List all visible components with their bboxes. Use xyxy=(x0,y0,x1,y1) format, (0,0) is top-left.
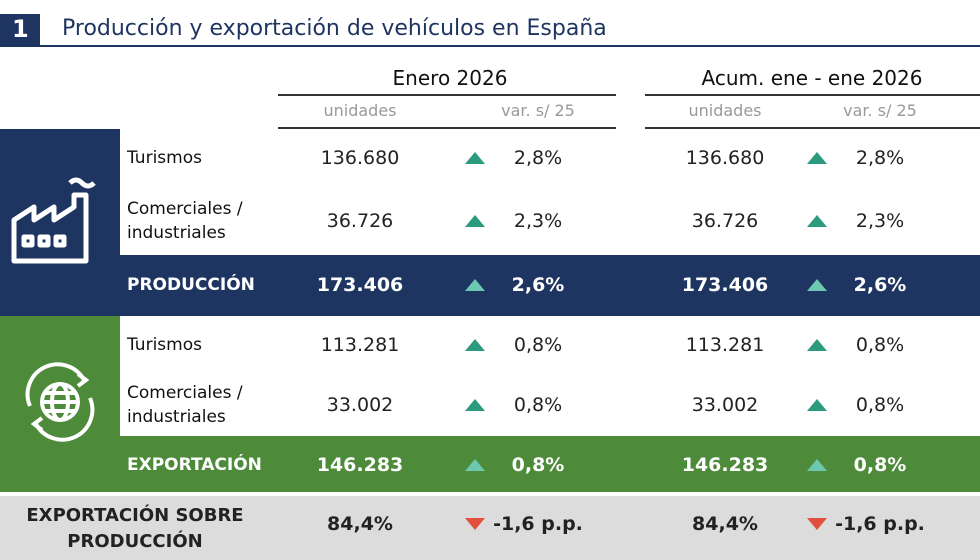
sub-rule xyxy=(278,127,616,129)
units: 33.002 xyxy=(326,394,394,416)
sub-rule xyxy=(645,127,980,129)
arrow-up xyxy=(807,339,827,351)
arrow-up xyxy=(465,152,485,164)
variation: 0,8% xyxy=(855,334,905,356)
units: 113.281 xyxy=(320,334,400,356)
column-group: Enero 2026 xyxy=(392,66,508,90)
arrow-up xyxy=(807,152,827,164)
arrow-up xyxy=(807,399,827,411)
units: 36.726 xyxy=(326,210,394,232)
variation: 0,8% xyxy=(513,334,563,356)
variation: 0,8% xyxy=(853,454,907,476)
units: 146.283 xyxy=(316,454,404,476)
section-number: 1 xyxy=(12,15,29,43)
arrow-up xyxy=(465,279,485,291)
column-subheader: var. s/ 25 xyxy=(843,101,917,120)
units: 146.283 xyxy=(681,454,769,476)
column-group: Acum. ene - ene 2026 xyxy=(701,66,923,90)
factory-icon xyxy=(11,177,96,264)
column-subheader: var. s/ 25 xyxy=(501,101,575,120)
variation: 2,3% xyxy=(855,210,905,232)
total-label: EXPORTACIÓN xyxy=(127,455,262,475)
variation: 2,3% xyxy=(513,210,563,232)
number-box xyxy=(0,14,40,46)
arrow-up xyxy=(465,339,485,351)
group-rule xyxy=(278,94,616,96)
variation: 2,8% xyxy=(855,147,905,169)
globe-icon xyxy=(25,362,95,442)
total-label: PRODUCCIÓN xyxy=(127,275,255,295)
units: 84,4% xyxy=(692,513,758,535)
units: 36.726 xyxy=(691,210,759,232)
arrow-up xyxy=(807,215,827,227)
header-rule xyxy=(0,45,980,47)
column-subheader: unidades xyxy=(688,101,762,120)
units: 33.002 xyxy=(691,394,759,416)
arrow-down xyxy=(807,518,827,530)
units: 136.680 xyxy=(320,147,400,169)
group-rule xyxy=(645,94,980,96)
variation: 0,8% xyxy=(511,454,565,476)
units: 84,4% xyxy=(327,513,393,535)
row-label: Comerciales / industriales xyxy=(127,383,243,427)
variation: 2,6% xyxy=(511,274,565,296)
ratio-label: EXPORTACIÓN SOBRE PRODUCCIÓN xyxy=(26,505,244,552)
arrow-down xyxy=(465,518,485,530)
units: 173.406 xyxy=(316,274,404,296)
column-subheader: unidades xyxy=(323,101,397,120)
arrow-up xyxy=(465,459,485,471)
variation: -1,6 p.p. xyxy=(835,513,925,535)
variation: 2,8% xyxy=(513,147,563,169)
arrow-up xyxy=(807,459,827,471)
variation: -1,6 p.p. xyxy=(493,513,583,535)
arrow-up xyxy=(465,399,485,411)
units: 136.680 xyxy=(685,147,765,169)
units: 113.281 xyxy=(685,334,765,356)
units: 173.406 xyxy=(681,274,769,296)
variation: 0,8% xyxy=(855,394,905,416)
variation: 0,8% xyxy=(513,394,563,416)
row-label: Comerciales / industriales xyxy=(127,199,243,243)
arrow-up xyxy=(807,279,827,291)
row-label: Turismos xyxy=(127,148,202,168)
title: Producción y exportación de vehículos en… xyxy=(62,16,607,41)
arrow-up xyxy=(465,215,485,227)
row-label: Turismos xyxy=(127,335,202,355)
variation: 2,6% xyxy=(853,274,907,296)
export-panel xyxy=(0,316,120,438)
